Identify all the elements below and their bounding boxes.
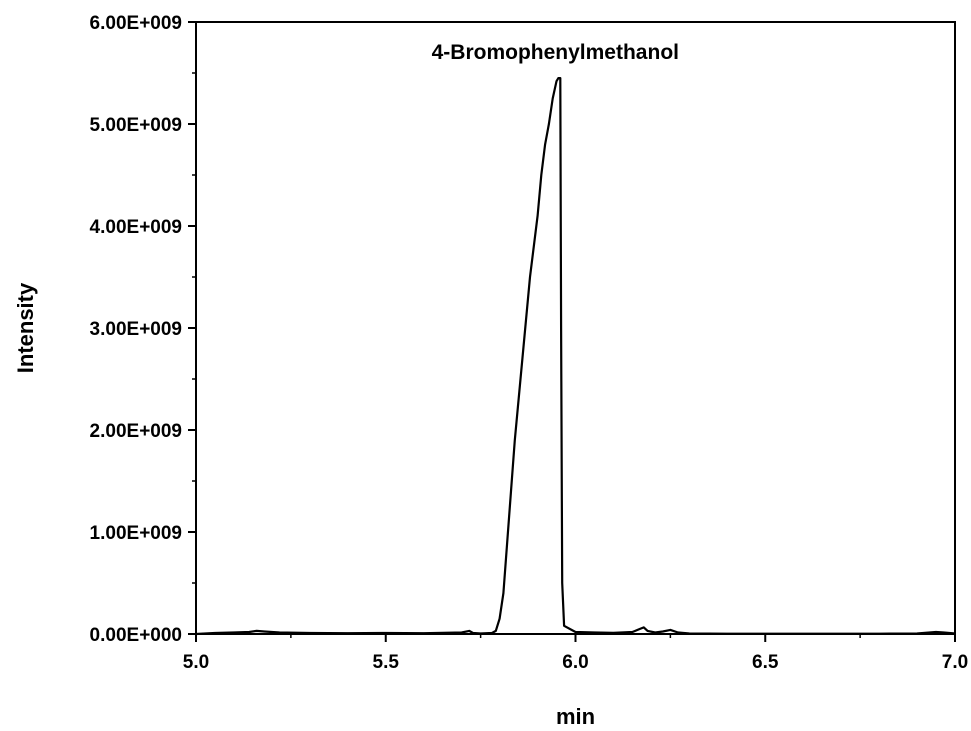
- y-tick-label: 6.00E+009: [90, 13, 182, 34]
- x-tick-label: 5.5: [373, 652, 400, 673]
- plot-area-frame: [195, 21, 956, 635]
- y-tick-label: 3.00E+009: [90, 319, 182, 340]
- x-axis-title: min: [556, 704, 595, 729]
- y-tick-label: 0.00E+000: [90, 625, 182, 646]
- x-tick-label: 6.0: [562, 652, 588, 673]
- y-tick-label: 4.00E+009: [90, 217, 182, 238]
- x-axis-ticks: 5.0 5.5 6.0 6.5 7.0: [183, 634, 968, 673]
- x-tick-label: 6.5: [752, 652, 779, 673]
- y-tick-label: 2.00E+009: [90, 421, 182, 442]
- y-tick-label: 1.00E+009: [90, 523, 182, 544]
- y-axis-title: Intensity: [13, 282, 38, 373]
- y-axis-ticks: 0.00E+000 1.00E+009 2.00E+009 3.00E+009 4.00…: [90, 13, 196, 646]
- peak-annotation: 4-Bromophenylmethanol: [432, 41, 679, 64]
- x-tick-label: 7.0: [942, 652, 968, 673]
- y-tick-label: 5.00E+009: [90, 115, 182, 136]
- intensity-series-line: [195, 77, 956, 636]
- x-tick-label: 5.0: [183, 652, 209, 673]
